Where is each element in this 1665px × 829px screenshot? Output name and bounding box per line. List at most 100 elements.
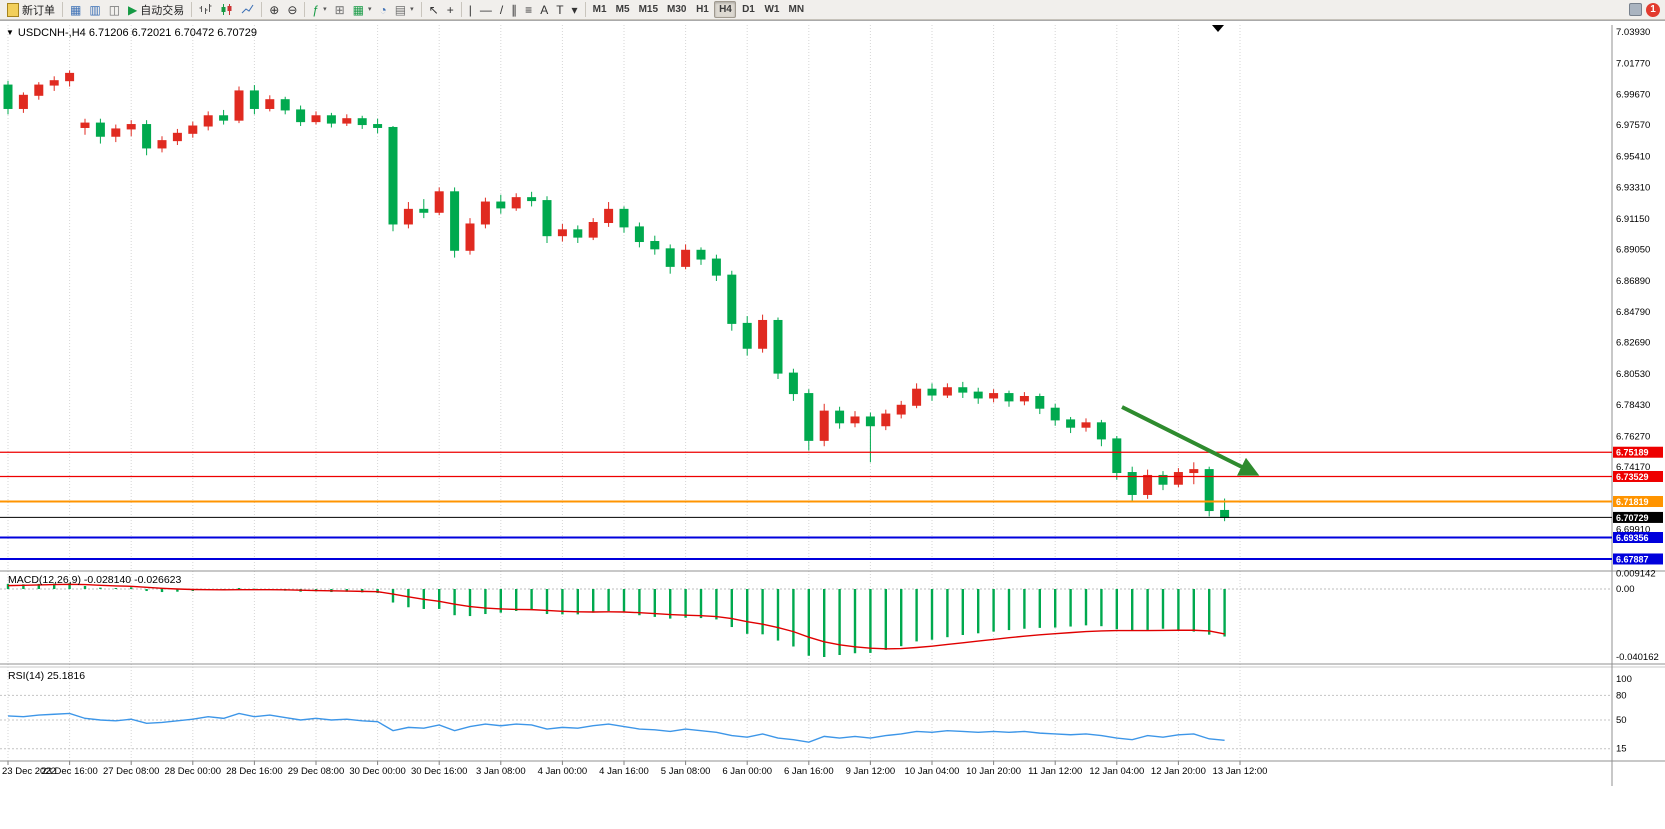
candlestick (280, 99, 290, 111)
time-label: 28 Dec 00:00 (165, 766, 222, 777)
candlestick (265, 99, 275, 109)
candlestick (296, 109, 306, 123)
timeframe-button-h1[interactable]: H1 (691, 1, 713, 18)
zoom-out-icon: ⊖ (287, 2, 298, 17)
zoom-out-button[interactable]: ⊖ (283, 1, 301, 18)
zoom-in-button[interactable]: ⊕ (265, 1, 283, 18)
candlestick (311, 115, 321, 123)
bar-chart-button[interactable] (195, 1, 216, 18)
auto-trading-button[interactable]: ▶ 自动交易 (124, 1, 188, 18)
price-axis-label: 6.86890 (1616, 276, 1650, 287)
candlestick (1096, 422, 1106, 440)
candlestick (1066, 419, 1076, 428)
price-axis-label: 6.91150 (1616, 214, 1650, 225)
timeframe-button-d1[interactable]: D1 (737, 1, 759, 18)
line-chart-icon (241, 4, 254, 14)
new-order-icon (7, 2, 19, 17)
rsi-pane (0, 694, 1612, 750)
alert-icon[interactable] (1629, 3, 1642, 16)
candlestick (142, 124, 152, 149)
shapes-tool-button[interactable]: ▾ (568, 1, 582, 18)
trendline-tool-button[interactable]: / (496, 1, 507, 18)
new-order-label: 新订单 (22, 4, 55, 17)
candlestick (542, 200, 552, 237)
price-axis-label: 6.95410 (1616, 152, 1650, 163)
toolbar-tray: 1 (1629, 2, 1660, 17)
time-label: 11 Jan 12:00 (1028, 766, 1082, 777)
candlestick (49, 80, 59, 86)
price-line-label-badge (1613, 511, 1663, 523)
horizontal-line-tool-button[interactable]: — (476, 1, 496, 18)
rsi-line (7, 712, 1225, 743)
line-chart-button[interactable] (237, 1, 258, 18)
caret-down-icon: ▾ (410, 6, 414, 13)
timeframe-button-mn[interactable]: MN (784, 1, 808, 18)
candlestick (681, 249, 691, 267)
bar-chart-icon (199, 4, 212, 14)
charts-window-button[interactable]: ▦ (66, 1, 85, 18)
time-label: 30 Dec 16:00 (411, 766, 468, 777)
price-axis-label: 6.82690 (1616, 338, 1650, 349)
timeframe-button-m30[interactable]: M30 (663, 1, 690, 18)
candlestick (403, 208, 413, 225)
navigator-button[interactable]: ◫ (105, 1, 124, 18)
templates-button[interactable]: ▤ ▾ (391, 1, 418, 18)
indicators-button[interactable]: ƒ ▾ (308, 1, 330, 18)
candlestick (819, 410, 829, 441)
toolbar-separator (62, 2, 63, 17)
candlestick (249, 90, 259, 109)
candlestick (1143, 474, 1153, 495)
trendline-icon: / (499, 2, 504, 17)
cursor-tool-button[interactable]: ↖ (425, 1, 443, 18)
auto-trading-label: 自动交易 (140, 4, 185, 17)
candlestick (126, 124, 136, 130)
price-axis[interactable]: 7.03930 7.01770 6.99670 6.97570 6.95410 6.933… (1613, 27, 1663, 755)
clock-button[interactable]: ◔ (376, 1, 391, 18)
candlestick (480, 201, 490, 225)
fibonacci-tool-button[interactable]: ≡ (521, 1, 536, 18)
price-axis-label: 6.78430 (1616, 400, 1650, 411)
time-label: 28 Dec 16:00 (226, 766, 283, 777)
trend-arrow-annotation[interactable] (1121, 405, 1260, 476)
candlestick (219, 115, 229, 121)
candlestick (850, 416, 860, 424)
channel-tool-button[interactable]: ∥ (507, 1, 521, 18)
time-label: 9 Jan 12:00 (846, 766, 896, 777)
main-toolbar: 新订单 ▦ ▥ ◫ ▶ 自动交易 ⊕ ⊖ ƒ ▾ ⊞ ▦ ▾ ◔ ▤ ▾ ↖ + | … (0, 0, 1665, 20)
tile-windows-button[interactable]: ⊞ (331, 1, 349, 18)
timeframe-button-m15[interactable]: M15 (635, 1, 662, 18)
candlestick (927, 388, 937, 396)
candlestick (881, 413, 891, 427)
notification-badge[interactable]: 1 (1646, 2, 1660, 17)
new-chart-button[interactable]: ▦ ▾ (349, 1, 376, 18)
chart-area[interactable]: 23 Dec 2022 23 Dec 16:00 27 Dec 08:00 28 De… (0, 20, 1665, 829)
candles-layer (3, 70, 1230, 522)
toolbar-separator (584, 2, 586, 17)
candlestick (511, 197, 521, 209)
time-label: 5 Jan 08:00 (661, 766, 711, 777)
candlestick (804, 393, 814, 441)
price-line-label: 6.73529 (1616, 472, 1649, 482)
price-line-label-badge (1613, 446, 1663, 458)
crosshair-tool-button[interactable]: + (443, 1, 458, 18)
timeframe-button-m5[interactable]: M5 (612, 1, 634, 18)
timeframe-button-m1[interactable]: M1 (589, 1, 611, 18)
text-label-tool-button[interactable]: T (552, 1, 567, 18)
horizontal-line-icon: — (479, 2, 492, 17)
new-order-button[interactable]: 新订单 (3, 1, 59, 18)
vertical-line-tool-button[interactable]: | (465, 1, 476, 18)
candlestick (696, 249, 706, 260)
candlestick-chart-button[interactable] (216, 1, 237, 18)
timeframe-button-h4[interactable]: H4 (714, 1, 737, 18)
macd-axis-label: 0.009142 (1616, 569, 1656, 580)
time-label: 23 Dec 16:00 (41, 766, 98, 777)
price-lines-layer (0, 451, 1612, 560)
macd-signal-line (7, 583, 1225, 650)
timeframe-button-w1[interactable]: W1 (760, 1, 783, 18)
market-watch-button[interactable]: ▥ (85, 1, 104, 18)
text-tool-button[interactable]: A (536, 1, 552, 18)
candlestick (835, 410, 845, 424)
